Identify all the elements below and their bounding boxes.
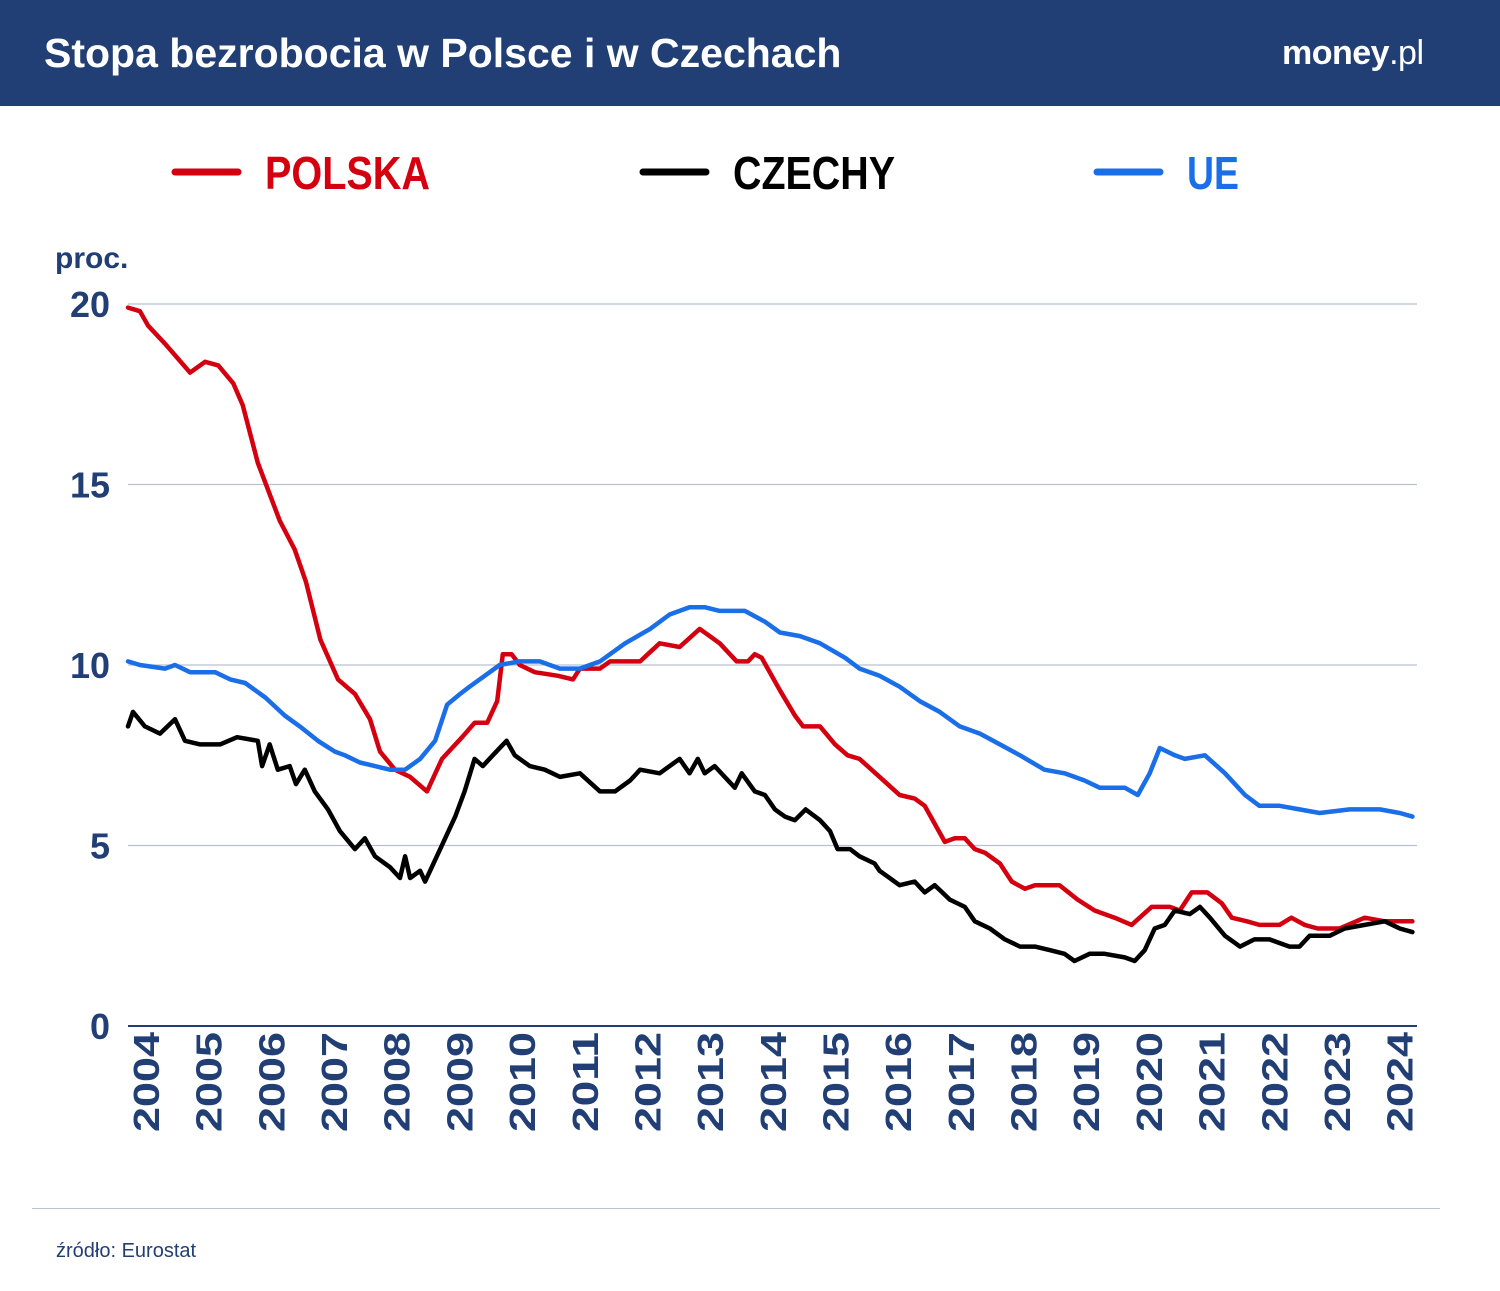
- y-tick-label: 15: [70, 465, 110, 506]
- legend-label-czechy: CZECHY: [733, 147, 895, 199]
- legend: POLSKA CZECHY UE: [171, 147, 1239, 199]
- series-lines: [125, 305, 1415, 964]
- series-line-czechy: [125, 709, 1415, 964]
- gridlines: [128, 303, 1417, 1027]
- x-tick-label: 2015: [816, 1032, 857, 1132]
- y-tick-labels: 0 5 10 15 20: [70, 284, 110, 1047]
- legend-label-ue: UE: [1187, 147, 1239, 199]
- legend-label-polska: POLSKA: [265, 147, 430, 199]
- x-tick-label: 2018: [1004, 1032, 1045, 1132]
- y-tick-label: 10: [70, 645, 110, 686]
- x-tick-label: 2020: [1129, 1032, 1170, 1132]
- y-tick-label: 5: [90, 826, 110, 867]
- x-tick-label: 2006: [251, 1032, 292, 1132]
- x-tick-label: 2008: [377, 1032, 418, 1132]
- x-tick-label: 2012: [627, 1032, 668, 1132]
- x-tick-label: 2009: [439, 1032, 480, 1132]
- footer-divider: [32, 1208, 1440, 1209]
- x-tick-label: 2004: [126, 1032, 167, 1132]
- y-axis-label: proc.: [55, 242, 128, 275]
- x-tick-label: 2019: [1066, 1032, 1107, 1132]
- header-bar: Stopa bezrobocia w Polsce i w Czechach m…: [0, 0, 1500, 106]
- x-tick-label: 2014: [753, 1032, 794, 1132]
- money-pl-logo: money.pl: [1282, 34, 1424, 72]
- y-tick-label: 0: [90, 1006, 110, 1047]
- series-line-polska: [125, 305, 1415, 931]
- source-note: źródło: Eurostat: [56, 1240, 197, 1262]
- x-tick-label: 2021: [1192, 1032, 1233, 1132]
- x-tick-label: 2010: [502, 1032, 543, 1132]
- x-tick-label: 2022: [1254, 1032, 1295, 1132]
- x-tick-label: 2024: [1380, 1032, 1421, 1132]
- x-tick-label: 2013: [690, 1032, 731, 1132]
- x-tick-label: 2017: [941, 1032, 982, 1132]
- x-tick-labels: 2004 2005 2006 2007 2008 2009 2010 2011 2012 2013…: [126, 1032, 1421, 1132]
- x-tick-label: 2016: [878, 1032, 919, 1132]
- series-line-ue: [125, 604, 1415, 819]
- x-tick-label: 2011: [565, 1032, 606, 1132]
- y-tick-label: 20: [70, 284, 110, 325]
- x-tick-label: 2007: [314, 1032, 355, 1132]
- x-tick-label: 2005: [189, 1032, 230, 1132]
- chart-title: Stopa bezrobocia w Polsce i w Czechach: [44, 30, 842, 76]
- x-tick-label: 2023: [1317, 1032, 1358, 1132]
